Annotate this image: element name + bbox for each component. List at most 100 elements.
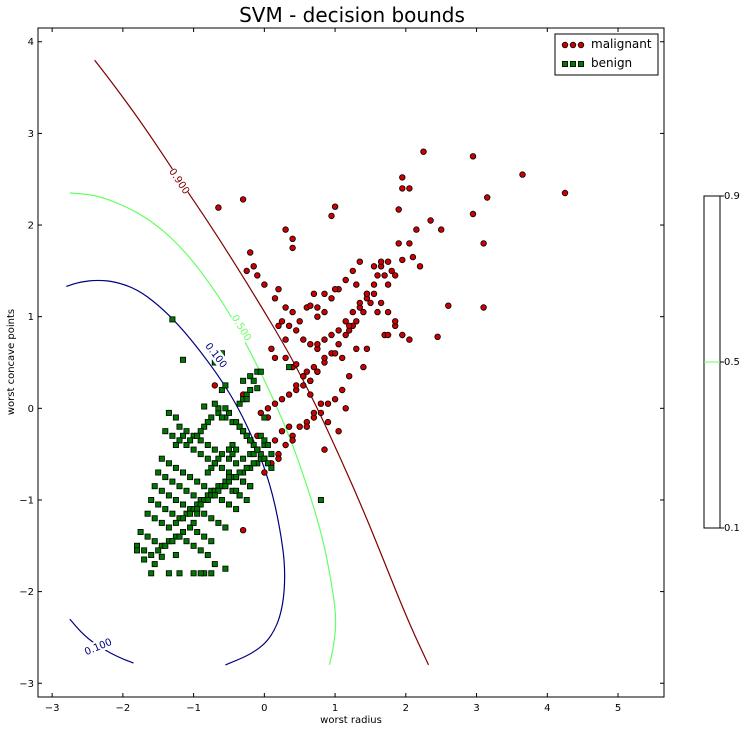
malignant-point [363, 290, 371, 297]
malignant-point [434, 333, 441, 340]
benign-point [179, 501, 186, 508]
benign-point [208, 538, 215, 545]
malignant-point [289, 437, 296, 444]
benign-point [215, 487, 222, 494]
benign-point [233, 419, 240, 426]
malignant-point [324, 400, 332, 407]
benign-point [176, 533, 183, 540]
benign-point [162, 542, 169, 549]
malignant-point [469, 210, 477, 218]
benign-point [250, 451, 257, 458]
x-tick-label: 0 [261, 703, 267, 714]
benign-point [233, 487, 240, 494]
malignant-point [416, 263, 424, 270]
benign-point [190, 570, 197, 577]
legend-box [554, 33, 659, 76]
x-tick-label: 5 [615, 703, 621, 714]
malignant-point [307, 377, 314, 384]
benign-point [201, 403, 208, 410]
y-axis-label: worst concave points [6, 309, 17, 415]
benign-point [229, 451, 236, 458]
benign-point [268, 451, 275, 458]
malignant-point [342, 331, 349, 339]
benign-point [141, 547, 148, 554]
benign-point [183, 538, 190, 545]
malignant-point [321, 354, 328, 362]
malignant-point [285, 322, 293, 329]
malignant-point [331, 350, 339, 357]
benign-point [197, 451, 204, 458]
x-tick-label: −3 [45, 703, 60, 714]
benign-point [211, 400, 218, 407]
benign-point [190, 446, 197, 453]
benign-point [137, 529, 144, 536]
benign-point [194, 529, 201, 536]
x-axis-label: worst radius [320, 715, 382, 726]
benign-point [222, 524, 229, 531]
malignant-point [293, 382, 300, 389]
benign-point [151, 515, 158, 522]
malignant-point [328, 295, 335, 302]
y-tick-label: 4 [28, 37, 34, 48]
malignant-point [384, 308, 392, 316]
benign-point [197, 570, 204, 577]
benign-point [201, 423, 208, 430]
malignant-point [321, 290, 328, 297]
benign-point [243, 432, 250, 439]
malignant-point [282, 304, 289, 311]
malignant-point [399, 256, 406, 264]
benign-point [204, 469, 211, 476]
benign-point [243, 396, 250, 403]
malignant-point [388, 267, 395, 275]
benign-point [247, 386, 254, 393]
y-tick-label: 3 [28, 129, 34, 140]
benign-point [268, 464, 275, 471]
malignant-point [374, 308, 381, 316]
malignant-point [289, 235, 296, 242]
malignant-point [356, 258, 363, 265]
malignant-point [271, 400, 279, 407]
benign-point [155, 547, 162, 554]
benign-point [236, 400, 243, 407]
benign-point [218, 386, 225, 393]
malignant-point [519, 171, 526, 178]
malignant-point [374, 272, 381, 279]
benign-point [169, 478, 176, 485]
benign-point [169, 538, 176, 545]
malignant-point [282, 336, 289, 343]
malignant-point [331, 396, 339, 403]
malignant-point [310, 363, 318, 371]
legend-marker-malignant [561, 41, 569, 49]
malignant-point [215, 204, 222, 211]
benign-point [183, 441, 190, 448]
malignant-point [275, 322, 282, 329]
malignant-point [353, 345, 360, 352]
benign-point [218, 464, 225, 471]
benign-point [144, 510, 151, 517]
malignant-point [285, 423, 293, 430]
benign-point [240, 377, 247, 384]
malignant-point [317, 400, 325, 407]
benign-point [204, 455, 211, 462]
benign-point [250, 377, 257, 384]
benign-point [165, 492, 172, 499]
malignant-point [399, 185, 406, 192]
y-tick-label: 0 [28, 404, 34, 415]
benign-point [257, 432, 264, 439]
y-tick-label: −2 [19, 587, 34, 598]
malignant-point [310, 409, 318, 417]
malignant-point [395, 240, 402, 247]
malignant-point [370, 263, 378, 270]
chart-title: SVM - decision bounds [239, 3, 465, 27]
malignant-point [314, 368, 321, 375]
benign-point [176, 483, 183, 490]
malignant-point [285, 391, 293, 398]
benign-point [257, 368, 264, 375]
malignant-point [278, 396, 286, 403]
malignant-point [278, 318, 286, 325]
benign-point [218, 451, 225, 458]
benign-point [218, 496, 225, 503]
legend: malignant benign [554, 33, 659, 76]
benign-point [208, 515, 215, 522]
benign-point [176, 437, 183, 444]
